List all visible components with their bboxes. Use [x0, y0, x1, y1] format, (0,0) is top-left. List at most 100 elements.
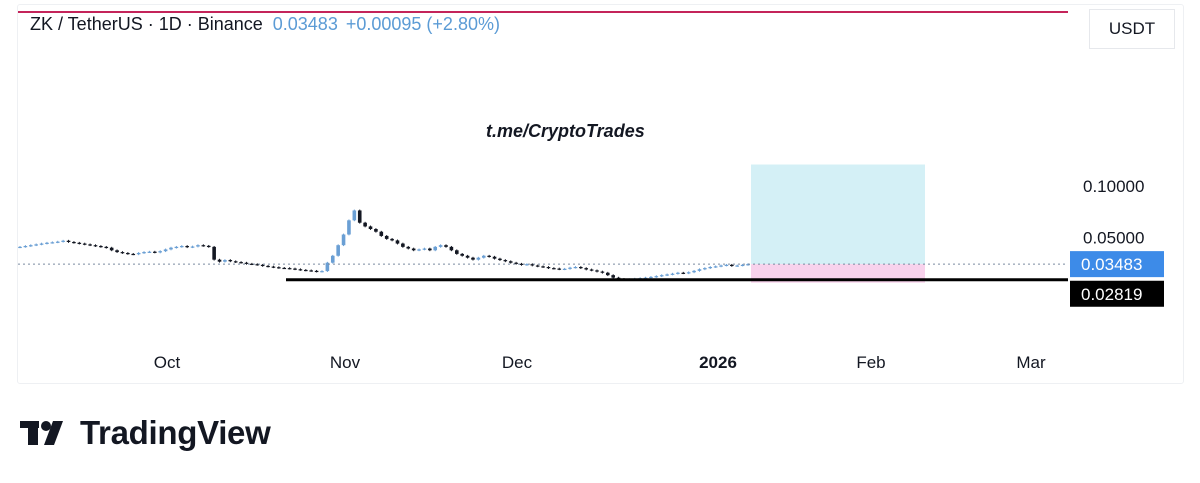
candle-body	[676, 272, 680, 274]
candle-body	[357, 210, 362, 223]
candle-body	[330, 255, 335, 263]
watermark-text: t.me/CryptoTrades	[486, 121, 645, 141]
candle-body	[584, 268, 589, 270]
candle-body	[266, 265, 270, 268]
candle-body	[730, 264, 734, 267]
candle-body	[605, 272, 610, 276]
candle-body	[659, 275, 664, 277]
candle-body	[568, 267, 572, 269]
candle-body	[476, 257, 481, 260]
brand-logo: TradingView	[20, 414, 271, 452]
candle-body	[686, 272, 691, 274]
candle-body	[719, 265, 723, 267]
currency-unit-button[interactable]: USDT	[1089, 9, 1175, 49]
candle-body	[147, 251, 152, 253]
candle-body	[449, 246, 454, 251]
current-price-badge	[1070, 251, 1164, 278]
candle-body	[325, 262, 330, 272]
candle-body	[93, 245, 98, 247]
candle-body	[28, 245, 33, 247]
candle-body	[428, 248, 432, 251]
candle-body	[573, 267, 578, 269]
candle-body	[136, 252, 141, 255]
candle-body	[611, 275, 615, 278]
candle-body	[697, 269, 702, 271]
candle-body	[260, 264, 265, 267]
candle-body	[34, 244, 38, 246]
support-price-label: 0.02819	[1081, 285, 1142, 304]
candle-body	[746, 264, 750, 266]
candle-body	[174, 246, 179, 249]
candle-body	[250, 263, 254, 265]
candle-body	[320, 271, 324, 273]
candle-body	[368, 226, 373, 230]
candle-body	[341, 234, 346, 246]
candle-body	[654, 276, 659, 278]
candle-body	[55, 241, 60, 243]
candle-body	[465, 255, 470, 258]
candle-body	[713, 266, 718, 268]
chart-panel[interactable]: t.me/CryptoTrades 0.10000 0.05000 0.03483 0.…	[17, 4, 1184, 384]
candle-body	[109, 247, 114, 251]
symbol-header: ZK / TetherUS · 1D · Binance 0.03483 +0.00…	[30, 14, 500, 35]
candle-body	[77, 242, 82, 244]
candle-body	[557, 268, 562, 270]
candle-body	[185, 246, 189, 248]
candle-body	[271, 266, 276, 268]
candle-body	[298, 269, 303, 271]
candle-body	[422, 248, 427, 250]
candle-body	[363, 222, 367, 227]
x-axis-label: 2026	[699, 353, 737, 372]
candle-body	[217, 259, 222, 262]
candle-body	[39, 243, 44, 245]
x-axis-label: Oct	[154, 353, 181, 372]
candle-body	[395, 240, 400, 244]
candle-body	[724, 264, 729, 267]
candle-body	[304, 269, 308, 272]
candle-body	[352, 210, 357, 221]
candle-body	[72, 241, 76, 244]
candle-body	[374, 229, 378, 232]
candle-body	[233, 261, 238, 263]
price-change: +0.00095 (+2.80%)	[345, 14, 500, 34]
last-price: 0.03483	[272, 14, 338, 34]
candle-body	[562, 268, 567, 270]
candle-body	[735, 265, 740, 267]
candle-body	[336, 245, 340, 256]
brand-name: TradingView	[80, 414, 271, 451]
candle-body	[142, 252, 146, 254]
candle-body	[50, 242, 55, 244]
candle-body	[153, 251, 157, 253]
candle-body	[201, 245, 206, 247]
candle-body	[498, 258, 502, 261]
candle-body	[287, 268, 292, 270]
candle-body	[579, 267, 583, 269]
candle-body	[444, 245, 448, 247]
candle-body	[126, 252, 130, 255]
candle-body	[347, 220, 351, 235]
candle-body	[552, 268, 556, 270]
candle-body	[487, 255, 491, 257]
candle-body	[670, 273, 675, 275]
candle-body	[589, 269, 594, 271]
candle-body	[99, 246, 103, 248]
candle-body	[104, 246, 109, 249]
candle-body	[546, 267, 551, 269]
candle-body	[228, 260, 233, 262]
candle-body	[692, 270, 696, 273]
candle-body	[541, 266, 545, 268]
candle-body	[514, 262, 518, 264]
candle-body	[411, 248, 416, 251]
candle-body	[120, 252, 125, 254]
candle-body	[223, 260, 227, 262]
candle-body	[23, 246, 28, 248]
candle-body	[438, 245, 443, 247]
candle-body	[314, 270, 319, 273]
candle-body	[244, 262, 249, 264]
candle-body	[455, 250, 459, 254]
candle-body	[525, 264, 529, 266]
stop-zone	[751, 264, 925, 283]
candle-body	[282, 267, 287, 270]
candle-body	[277, 267, 281, 269]
candlestick-chart[interactable]: t.me/CryptoTrades 0.10000 0.05000 0.03483 0.…	[18, 5, 1184, 384]
